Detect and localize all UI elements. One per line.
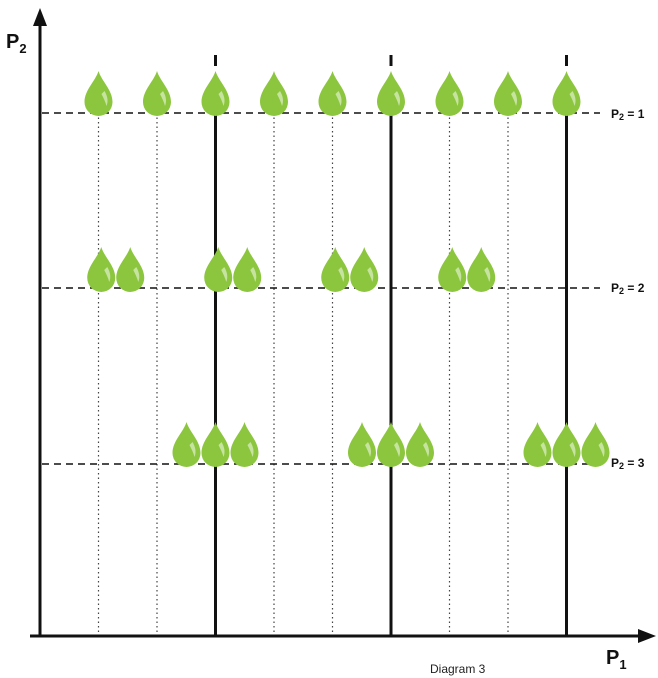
x-axis-label: P1 (606, 647, 627, 672)
drop-level-3 (201, 422, 230, 467)
level-lines (42, 112, 600, 465)
drop-level-1 (260, 71, 288, 116)
drops (84, 71, 610, 467)
level-label-2: P2 = 2 (611, 281, 645, 296)
drop-level-1 (318, 71, 347, 116)
drop-level-1 (377, 71, 405, 116)
drop-level-3 (523, 422, 552, 467)
x-axis-arrowhead (638, 629, 656, 643)
axes (30, 8, 656, 643)
drop-level-3 (552, 422, 581, 467)
drop-level-1 (84, 71, 113, 116)
drop-level-3 (172, 422, 201, 467)
drop-level-2 (87, 247, 116, 292)
drop-level-2 (321, 247, 350, 292)
drop-level-2 (116, 247, 145, 292)
drop-level-1 (435, 71, 464, 116)
drop-level-1 (494, 71, 522, 116)
drop-level-1 (552, 71, 581, 116)
level-label-1: P2 = 1 (611, 107, 645, 122)
drop-level-1 (143, 71, 171, 116)
dotted-guide-lines (97, 113, 509, 636)
drop-level-2 (467, 247, 496, 292)
solid-vertical-lines (214, 55, 568, 636)
level-label-3: P2 = 3 (611, 456, 645, 471)
drop-level-3 (230, 422, 259, 467)
drop-level-2 (350, 247, 379, 292)
diagram-caption: Diagram 3 (430, 662, 486, 676)
drop-level-2 (438, 247, 467, 292)
drop-level-2 (233, 247, 262, 292)
drop-level-3 (348, 422, 376, 467)
drop-level-3 (406, 422, 434, 467)
y-axis-label: P2 (6, 31, 27, 56)
y-axis-arrowhead (33, 8, 47, 26)
drop-level-1 (201, 71, 230, 116)
drop-level-3 (581, 422, 610, 467)
drop-level-2 (204, 247, 233, 292)
drop-level-3 (377, 422, 405, 467)
